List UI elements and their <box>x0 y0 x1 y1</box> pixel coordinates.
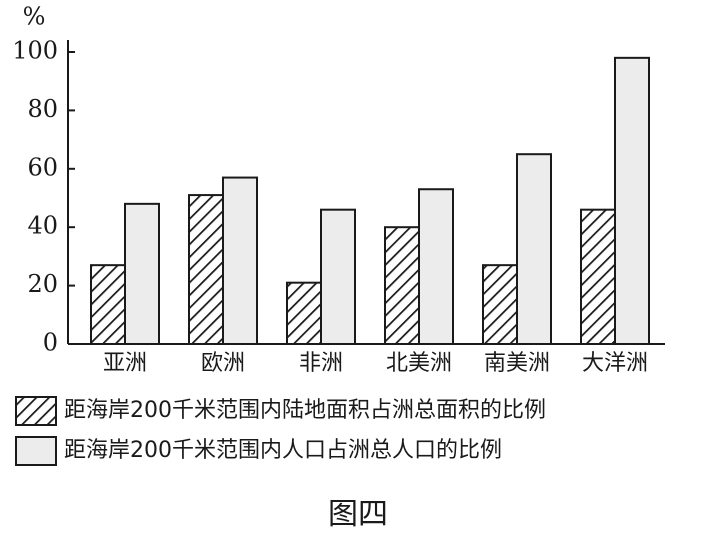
y-tick-label: 20 <box>27 270 58 298</box>
y-tick-label: 40 <box>27 212 58 240</box>
legend-label: 距海岸200千米范围内陆地面积占洲总面积的比例 <box>64 398 546 423</box>
bar <box>384 226 420 345</box>
y-tick-label: 0 <box>43 329 58 357</box>
legend-swatch <box>15 396 57 426</box>
x-tick-label: 非洲 <box>299 351 343 376</box>
x-tick-label: 北美洲 <box>386 351 452 376</box>
legend-swatch <box>15 436 57 466</box>
x-tick-label: 南美洲 <box>484 351 550 376</box>
bar <box>614 56 650 346</box>
y-tick-label: 100 <box>12 37 58 65</box>
bar <box>418 188 454 345</box>
x-tick-label: 欧洲 <box>201 351 245 376</box>
bar <box>320 208 356 345</box>
bar <box>90 264 126 345</box>
y-axis-label: % <box>23 3 46 31</box>
chart-title: 图四 <box>328 497 388 532</box>
bar <box>188 194 224 345</box>
bar <box>124 202 160 345</box>
bar <box>516 153 552 345</box>
y-tick-label: 80 <box>27 95 58 123</box>
legend-label: 距海岸200千米范围内人口占洲总人口的比例 <box>64 438 502 463</box>
bar <box>286 281 322 345</box>
bar <box>482 264 518 345</box>
bar <box>222 176 258 345</box>
bar <box>580 208 616 345</box>
x-tick-label: 亚洲 <box>103 351 147 376</box>
y-tick-label: 60 <box>27 153 58 181</box>
x-tick-label: 大洋洲 <box>582 351 648 376</box>
